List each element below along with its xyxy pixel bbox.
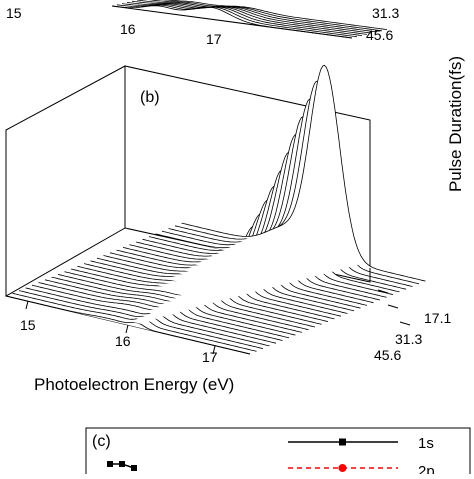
panel-a-trace [162,0,388,30]
panel-b-trace [181,64,426,282]
panel-b-y-tick-mark [377,289,389,294]
panel-b-trace [161,116,407,290]
panel-a-x-tick-16: 16 [120,21,136,37]
panel-b-x-tick-15: 15 [20,317,36,333]
panel-b-trace [12,292,257,352]
panel-b-trace [25,287,270,347]
panel-b-traces [5,64,426,355]
panel-b-x-tick-16: 16 [115,333,131,349]
panel-b-y-tick-45: 45.6 [374,347,401,363]
panel-a-x-tick-15: 15 [6,5,22,21]
panel-a-trace [126,2,368,35]
x-axis-title: Photoelectron Energy (eV) [34,375,234,394]
panel-b-left-wall [5,65,126,297]
panel-c-label: (c) [92,433,111,450]
panel-b-y-tick-mark [399,321,411,326]
panel-c-frame [85,427,471,479]
panel-b-trace [155,134,400,293]
panel-c-point-1s [107,461,113,467]
panel-a-trace [131,0,373,34]
panel-a-trace [147,0,383,32]
panel-b-trace [168,98,413,287]
panel-b-x-tick-17: 17 [202,349,218,365]
panel-b-x-tick-mark [212,345,216,355]
panel-b: (b) 15 16 17 17.1 31.3 45.6 Photoelectro… [5,64,451,394]
panel-b-ticks [25,289,411,355]
panel-b-y-tick-mark [387,304,399,309]
panel-a-trace [121,3,363,36]
panel-b-trace [174,80,420,285]
legend: 1s 2p [288,435,435,479]
panel-a-traces [111,0,388,39]
panel-a-y-tick-31: 31.3 [372,5,399,21]
panel-c-series [107,461,137,471]
panel-b-trace [148,151,394,295]
panel-a-y-tick-45: 45.6 [366,27,393,43]
panel-b-back-wall [124,65,371,283]
legend-1s-marker [339,438,346,446]
legend-2p-marker [338,464,347,472]
panel-a-x-tick-17: 17 [206,31,222,47]
panel-b-trace [18,290,264,349]
legend-2p-label: 2p [418,463,435,474]
panel-a-trace [116,4,358,38]
panel-b-y-tick-31: 31.3 [395,331,422,347]
panel-a-floor-edge [111,5,353,39]
panel-b-y-tick-17: 17.1 [424,310,451,326]
legend-1s-label: 1s [418,435,434,452]
panel-b-x-tick-mark [125,324,129,334]
panel-c-point-1s [119,461,125,467]
panel-b-x-tick-mark [25,300,29,310]
panel-c: (c) 1s 2p [76,427,471,479]
panel-a-trace [136,0,378,33]
panel-c-point-1s [131,465,137,471]
panel-a: 15 16 17 31.3 45.6 [6,0,399,47]
y-axis-title: Pulse Duration(fs) [446,56,465,192]
panel-b-label: (b) [140,89,160,106]
